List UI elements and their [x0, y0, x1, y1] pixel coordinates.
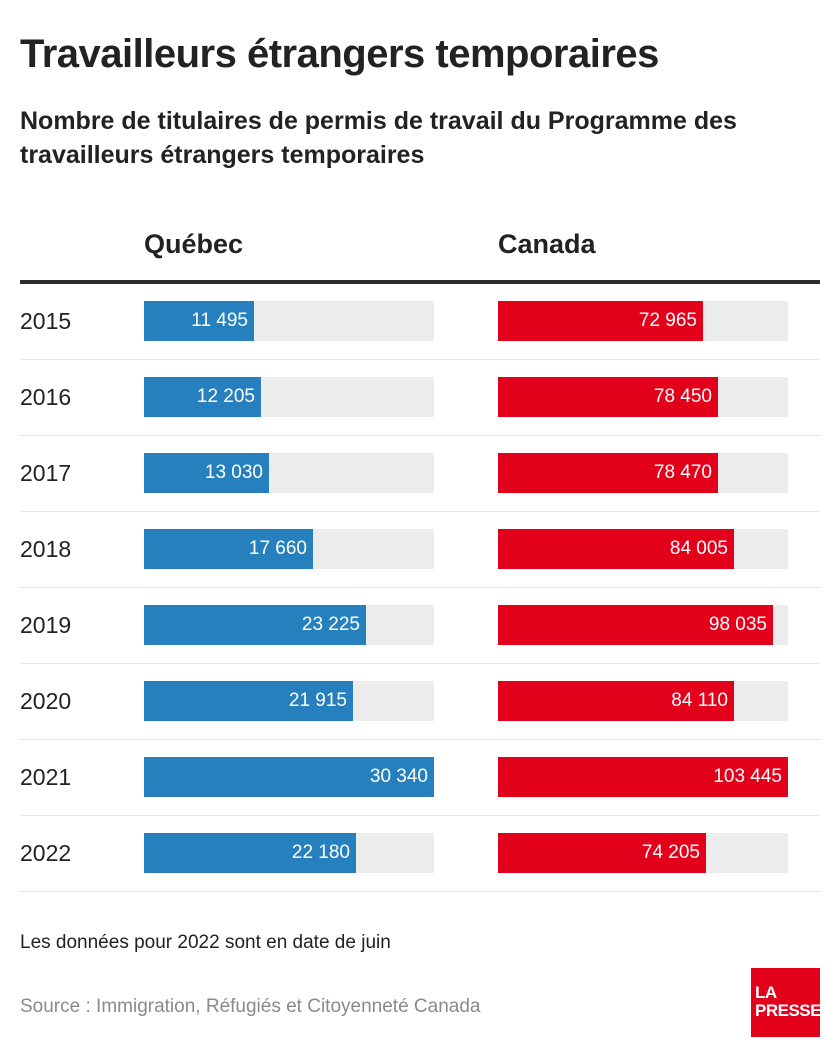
bar-value-label: 30 340 — [369, 766, 428, 787]
bar-value-label: 12 205 — [196, 386, 255, 407]
bar-track-canada: 72 965 — [498, 301, 788, 341]
bar-track-quebec: 30 340 — [144, 757, 434, 797]
bar-canada: 84 005 — [498, 529, 734, 569]
year-label: 2015 — [20, 308, 72, 334]
row-divider — [20, 739, 820, 740]
bar-value-label: 84 005 — [669, 538, 728, 559]
table-row: 2015 11 495 72 965 — [20, 284, 820, 360]
row-divider — [20, 891, 820, 892]
year-label: 2017 — [20, 460, 72, 486]
logo-text-presse: PRESSE — [755, 1001, 821, 1020]
bar-track-canada: 98 035 — [498, 605, 788, 645]
header-rule — [20, 280, 820, 284]
bar-value-label: 103 445 — [713, 766, 782, 787]
logo-text-la: LA — [755, 983, 777, 1002]
bar-canada: 78 470 — [498, 453, 718, 493]
chart-title: Travailleurs étrangers temporaires — [20, 32, 659, 76]
bar-value-label: 17 660 — [248, 538, 307, 559]
table-row: 2017 13 030 78 470 — [20, 436, 820, 512]
year-label: 2018 — [20, 536, 72, 562]
table-row: 2018 17 660 84 005 — [20, 512, 820, 588]
bar-value-label: 13 030 — [204, 462, 263, 483]
footnote: Les données pour 2022 sont en date de ju… — [20, 932, 391, 953]
bar-canada: 72 965 — [498, 301, 703, 341]
year-label: 2022 — [20, 840, 72, 866]
table-row: 2021 30 340 103 445 — [20, 740, 820, 816]
table-row: 2019 23 225 98 035 — [20, 588, 820, 664]
row-divider — [20, 511, 820, 512]
column-header-canada: Canada — [498, 229, 596, 259]
bar-track-canada: 103 445 — [498, 757, 788, 797]
bar-track-quebec: 22 180 — [144, 833, 434, 873]
bar-value-label: 23 225 — [301, 614, 360, 635]
bar-track-quebec: 13 030 — [144, 453, 434, 493]
bar-value-label: 78 470 — [653, 462, 712, 483]
source-credit: Source : Immigration, Réfugiés et Citoye… — [20, 996, 481, 1017]
bar-value-label: 98 035 — [708, 614, 767, 635]
bar-quebec: 17 660 — [144, 529, 313, 569]
row-divider — [20, 663, 820, 664]
bar-value-label: 21 915 — [288, 690, 347, 711]
year-label: 2019 — [20, 612, 72, 638]
bar-value-label: 78 450 — [653, 386, 712, 407]
row-divider — [20, 815, 820, 816]
row-divider — [20, 435, 820, 436]
bar-canada: 103 445 — [498, 757, 788, 797]
year-label: 2020 — [20, 688, 72, 714]
bar-quebec: 30 340 — [144, 757, 434, 797]
bar-value-label: 84 110 — [671, 690, 728, 711]
bar-track-quebec: 11 495 — [144, 301, 434, 341]
bar-quebec: 12 205 — [144, 377, 261, 417]
chart-subtitle: Nombre de titulaires de permis de travai… — [20, 107, 737, 169]
bar-value-label: 11 495 — [191, 310, 248, 331]
bar-value-label: 72 965 — [638, 310, 697, 331]
bar-quebec: 11 495 — [144, 301, 254, 341]
bar-value-label: 74 205 — [641, 842, 700, 863]
bar-track-canada: 74 205 — [498, 833, 788, 873]
bar-track-canada: 84 110 — [498, 681, 788, 721]
bar-track-quebec: 12 205 — [144, 377, 434, 417]
table-row: 2020 21 915 84 110 — [20, 664, 820, 740]
bar-track-quebec: 17 660 — [144, 529, 434, 569]
bar-quebec: 23 225 — [144, 605, 366, 645]
bar-canada: 98 035 — [498, 605, 773, 645]
table-row: 2016 12 205 78 450 — [20, 360, 820, 436]
bar-canada: 78 450 — [498, 377, 718, 417]
la-presse-logo: LA PRESSE — [751, 968, 821, 1037]
table-row: 2022 22 180 74 205 — [20, 816, 820, 892]
bar-quebec: 22 180 — [144, 833, 356, 873]
bar-value-label: 22 180 — [291, 842, 350, 863]
bar-chart: 2015 11 495 72 965 2016 12 205 78 450 2017 13 0… — [0, 284, 840, 892]
row-divider — [20, 587, 820, 588]
row-divider — [20, 359, 820, 360]
bar-track-canada: 78 450 — [498, 377, 788, 417]
column-header-quebec: Québec — [144, 229, 244, 259]
bar-quebec: 21 915 — [144, 681, 353, 721]
year-label: 2021 — [20, 764, 72, 790]
year-label: 2016 — [20, 384, 72, 410]
bar-canada: 84 110 — [498, 681, 734, 721]
bar-track-canada: 84 005 — [498, 529, 788, 569]
bar-track-quebec: 21 915 — [144, 681, 434, 721]
bar-canada: 74 205 — [498, 833, 706, 873]
bar-quebec: 13 030 — [144, 453, 269, 493]
bar-track-quebec: 23 225 — [144, 605, 434, 645]
bar-track-canada: 78 470 — [498, 453, 788, 493]
